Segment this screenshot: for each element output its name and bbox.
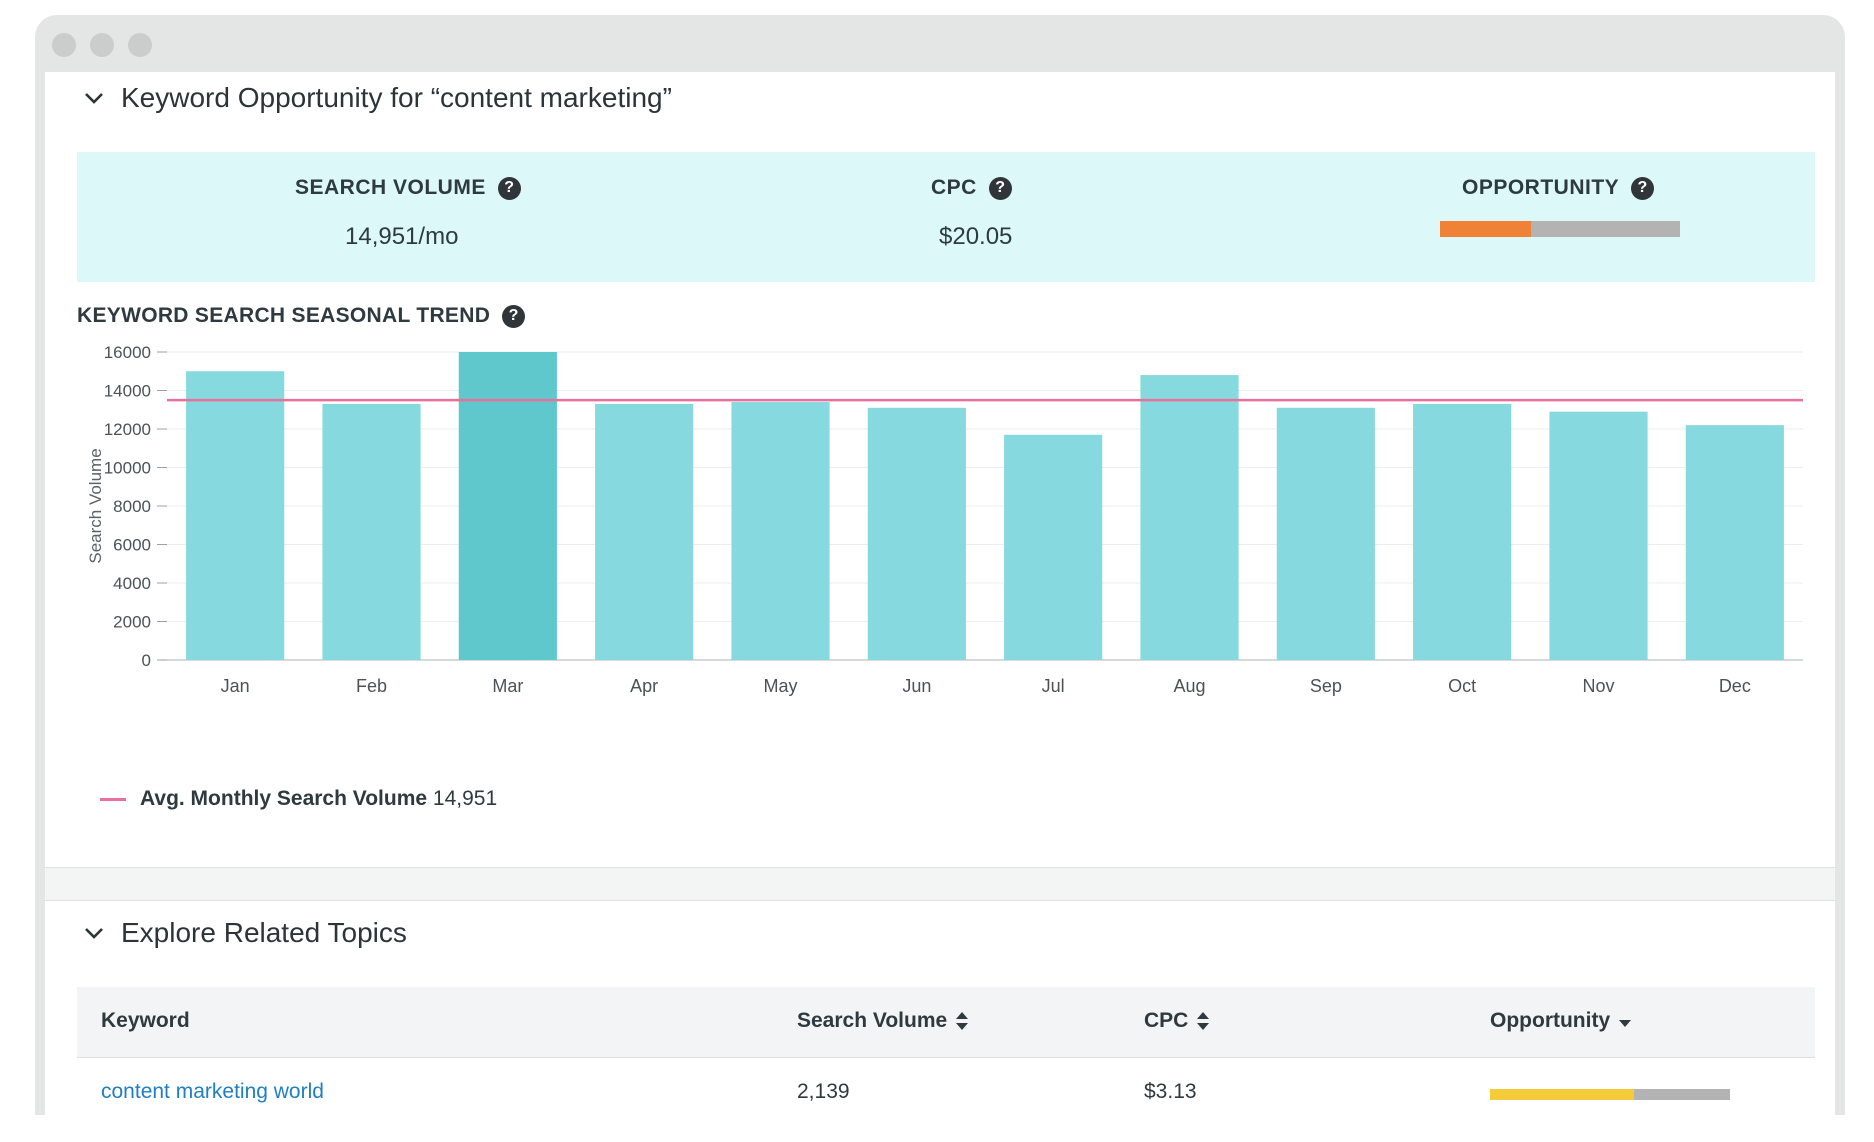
browser-window: Keyword Opportunity for “content marketi… [35, 15, 1845, 1115]
opportunity-label-row: OPPORTUNITY ? [1462, 176, 1655, 200]
bar-jan [186, 371, 285, 660]
y-tick-label: 0 [142, 651, 151, 670]
seasonal-trend-chart: 0 2000 4000 6000 8000 10000 12000 14000 16000 Sea… [86, 343, 1803, 696]
search-volume-value: 14,951/mo [345, 223, 459, 250]
question-circle-icon[interactable]: ? [502, 304, 526, 328]
x-tick-label: Jan [221, 676, 250, 696]
x-tick-label: Aug [1173, 676, 1205, 696]
bar-jun [867, 407, 966, 660]
window-controls [52, 33, 152, 57]
chart-title: KEYWORD SEARCH SEASONAL TREND [77, 304, 491, 327]
y-tick-label: 14000 [104, 382, 151, 401]
row-keyword-link[interactable]: content marketing world [101, 1080, 324, 1103]
x-tick-label: Dec [1719, 676, 1751, 696]
related-topics-table: Keyword Search Volume CPC Opportunity [77, 987, 1815, 1115]
metrics-band: SEARCH VOLUME ? 14,951/mo CPC ? $20.05 O… [77, 152, 1815, 282]
bar-oct [1413, 403, 1512, 660]
row-cpc: $3.13 [1144, 1080, 1197, 1103]
row-opportunity-bar [1490, 1089, 1730, 1100]
x-tick-label: Mar [492, 676, 523, 696]
x-tick-label: Jul [1042, 676, 1065, 696]
column-header-keyword-label: Keyword [101, 1009, 190, 1032]
legend-value: 14,951 [432, 787, 498, 810]
legend-text: Avg. Monthly Search Volume 14,951 [140, 787, 497, 811]
question-circle-icon[interactable]: ? [497, 176, 521, 200]
keyword-opportunity-toggle[interactable]: Keyword Opportunity for “content marketi… [83, 82, 672, 114]
y-tick-label: 12000 [104, 420, 151, 439]
bar-may [731, 402, 830, 660]
column-header-opportunity[interactable]: Opportunity [1490, 1009, 1632, 1033]
minimize-dot[interactable] [90, 33, 114, 57]
opportunity-metric: OPPORTUNITY ? [1197, 152, 1815, 282]
x-tick-label: Sep [1310, 676, 1342, 696]
cpc-value: $20.05 [939, 223, 1013, 250]
bar-mar [458, 352, 557, 660]
chart-title-row: KEYWORD SEARCH SEASONAL TREND ? [77, 304, 526, 328]
avg-line-swatch [100, 797, 126, 801]
y-tick-label: 16000 [104, 343, 151, 362]
section-divider [45, 867, 1835, 901]
opportunity-label: OPPORTUNITY [1462, 176, 1620, 199]
y-tick-label: 6000 [113, 536, 151, 555]
table-header: Keyword Search Volume CPC Opportunity [77, 987, 1815, 1058]
y-tick-label: 8000 [113, 497, 151, 516]
column-header-opportunity-label: Opportunity [1490, 1009, 1611, 1032]
column-header-cpc-label: CPC [1144, 1009, 1189, 1032]
question-circle-icon[interactable]: ? [988, 176, 1012, 200]
sort-icon [956, 1012, 969, 1030]
bar-aug [1140, 375, 1239, 660]
y-tick-label: 4000 [113, 574, 151, 593]
chevron-down-icon [85, 928, 103, 939]
cpc-label: CPC [931, 176, 977, 199]
y-tick-label: 10000 [104, 459, 151, 478]
opportunity-bar-fill [1440, 221, 1532, 237]
x-tick-label: Apr [630, 676, 658, 696]
row-opportunity-bar-fill [1490, 1089, 1634, 1100]
table-row: content marketing world 2,139 $3.13 [77, 1058, 1815, 1115]
x-tick-label: Feb [356, 676, 387, 696]
bar-dec [1685, 425, 1784, 660]
keyword-opportunity-title: Keyword Opportunity for “content marketi… [121, 82, 672, 113]
x-tick-label: Oct [1448, 676, 1476, 696]
x-tick-label: Jun [902, 676, 931, 696]
column-header-cpc[interactable]: CPC [1144, 1009, 1210, 1033]
cpc-label-row: CPC ? [931, 176, 1012, 200]
search-volume-label: SEARCH VOLUME [295, 176, 486, 199]
chevron-down-icon [85, 93, 103, 104]
row-search-volume: 2,139 [797, 1080, 850, 1103]
bar-jul [1004, 434, 1103, 660]
legend-label: Avg. Monthly Search Volume [140, 787, 428, 810]
y-tick-label: 2000 [113, 613, 151, 632]
y-axis-label: Search Volume [86, 448, 105, 563]
close-dot[interactable] [52, 33, 76, 57]
search-volume-metric: SEARCH VOLUME ? 14,951/mo [77, 152, 637, 282]
related-topics-toggle[interactable]: Explore Related Topics [83, 917, 407, 949]
bar-nov [1549, 411, 1648, 660]
x-tick-label: May [763, 676, 797, 696]
bar-feb [322, 403, 421, 660]
bar-sep [1276, 407, 1375, 660]
column-header-keyword: Keyword [101, 1009, 190, 1033]
page-content: Keyword Opportunity for “content marketi… [45, 72, 1835, 1115]
maximize-dot[interactable] [128, 33, 152, 57]
question-circle-icon[interactable]: ? [1631, 176, 1655, 200]
bar-apr [595, 403, 694, 660]
search-volume-label-row: SEARCH VOLUME ? [295, 176, 521, 200]
related-topics-title: Explore Related Topics [121, 917, 407, 948]
column-header-search-volume-label: Search Volume [797, 1009, 948, 1032]
sort-icon [1197, 1012, 1210, 1030]
cpc-metric: CPC ? $20.05 [637, 152, 1197, 282]
column-header-search-volume[interactable]: Search Volume [797, 1009, 969, 1033]
x-tick-label: Nov [1582, 676, 1614, 696]
chart-legend: Avg. Monthly Search Volume 14,951 [100, 787, 497, 811]
sort-desc-icon [1619, 1020, 1632, 1027]
opportunity-bar [1440, 221, 1680, 237]
